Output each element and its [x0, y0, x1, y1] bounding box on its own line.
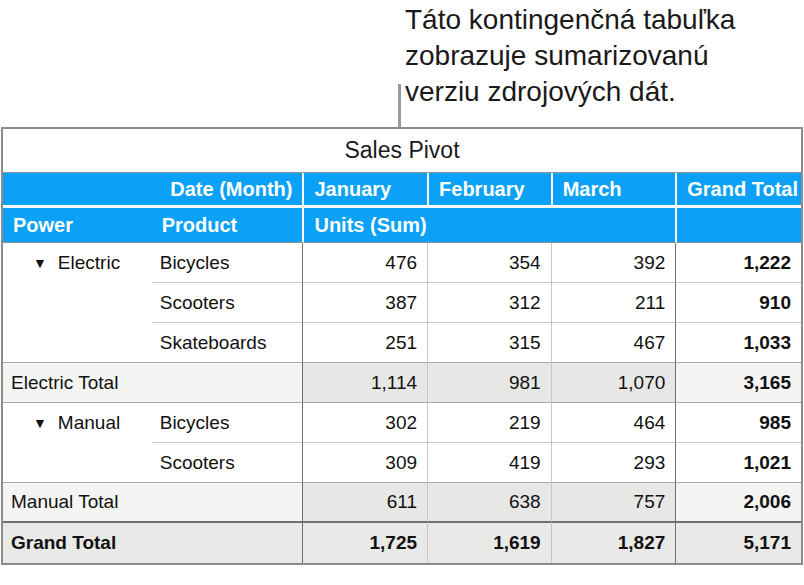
subtotal-february[interactable]: 981 [427, 363, 551, 403]
value-cell-march[interactable]: 211 [551, 283, 676, 323]
value-cell-march[interactable]: 467 [551, 323, 676, 363]
value-cell-january[interactable]: 387 [302, 283, 427, 323]
subtotal-grand-total[interactable]: 2,006 [675, 483, 801, 523]
callout-connector-line [398, 84, 401, 127]
table-row-manual-total: Manual Total 611 638 757 2,006 [3, 483, 801, 523]
disclosure-triangle-manual[interactable]: ▼ [33, 415, 47, 431]
value-cell-march[interactable]: 293 [551, 443, 676, 483]
value-cell-january[interactable]: 309 [302, 443, 427, 483]
subtotal-january[interactable]: 1,114 [302, 363, 427, 403]
product-cell[interactable]: Skateboards [152, 323, 303, 363]
value-cell-january[interactable]: 251 [302, 323, 427, 363]
table-title-row: Sales Pivot [3, 129, 801, 173]
disclosure-triangle-electric[interactable]: ▼ [33, 255, 47, 271]
subtotal-march[interactable]: 757 [551, 483, 676, 523]
screenshot-stage: Táto kontingenčná tabuľka zobrazuje suma… [0, 0, 804, 585]
row-total-cell[interactable]: 1,222 [675, 243, 801, 283]
table-row-electric-bicycles: ▼ Electric Bicycles 476 354 392 1,222 [3, 243, 801, 283]
header-row-months: Date (Month) January February March Gran… [3, 173, 801, 208]
value-cell-february[interactable]: 354 [427, 243, 551, 283]
product-cell[interactable]: Scooters [152, 283, 303, 323]
table-row-electric-total: Electric Total 1,114 981 1,070 3,165 [3, 363, 801, 403]
value-cell-march[interactable]: 392 [551, 243, 676, 283]
row-total-cell[interactable]: 1,021 [675, 443, 801, 483]
header-units-sum[interactable]: Units (Sum) [302, 208, 675, 243]
group-cell-manual[interactable]: ▼ Manual [3, 403, 152, 483]
group-cell-electric[interactable]: ▼ Electric [3, 243, 152, 363]
value-cell-february[interactable]: 312 [427, 283, 551, 323]
grand-total-february[interactable]: 1,619 [427, 523, 551, 563]
header-power[interactable]: Power [3, 208, 152, 243]
value-cell-february[interactable]: 315 [427, 323, 551, 363]
pivot-table: Sales Pivot Date (Month) January Februar… [1, 127, 803, 565]
annotation-line-3: verziu zdrojových dát. [405, 74, 735, 110]
row-total-cell[interactable]: 1,033 [675, 323, 801, 363]
header-march[interactable]: March [551, 173, 676, 208]
group-label-manual: Manual [58, 412, 120, 433]
header-product[interactable]: Product [152, 208, 303, 243]
product-cell[interactable]: Bicycles [152, 403, 303, 443]
subtotal-march[interactable]: 1,070 [551, 363, 676, 403]
table-row-manual-bicycles: ▼ Manual Bicycles 302 219 464 985 [3, 403, 801, 443]
grand-total-march[interactable]: 1,827 [551, 523, 676, 563]
subtotal-label[interactable]: Manual Total [3, 483, 302, 523]
product-cell[interactable]: Bicycles [152, 243, 303, 283]
row-total-cell[interactable]: 910 [675, 283, 801, 323]
table-row-grand-total: Grand Total 1,725 1,619 1,827 5,171 [3, 523, 801, 563]
header-row-fields: Power Product Units (Sum) [3, 208, 801, 243]
subtotal-january[interactable]: 611 [302, 483, 427, 523]
value-cell-january[interactable]: 476 [302, 243, 427, 283]
grand-total-label[interactable]: Grand Total [3, 523, 302, 563]
annotation-text: Táto kontingenčná tabuľka zobrazuje suma… [405, 2, 735, 110]
annotation-line-2: zobrazuje sumarizovanú [405, 38, 735, 74]
grand-total-january[interactable]: 1,725 [302, 523, 427, 563]
value-cell-march[interactable]: 464 [551, 403, 676, 443]
header-february[interactable]: February [427, 173, 551, 208]
value-cell-february[interactable]: 219 [427, 403, 551, 443]
header-january[interactable]: January [302, 173, 427, 208]
value-cell-february[interactable]: 419 [427, 443, 551, 483]
annotation-line-1: Táto kontingenčná tabuľka [405, 2, 735, 38]
header-grand-total-blank[interactable] [675, 208, 801, 243]
header-date-month[interactable]: Date (Month) [3, 173, 302, 208]
product-cell[interactable]: Scooters [152, 443, 303, 483]
table-title[interactable]: Sales Pivot [3, 129, 801, 173]
subtotal-label[interactable]: Electric Total [3, 363, 302, 403]
subtotal-february[interactable]: 638 [427, 483, 551, 523]
header-grand-total[interactable]: Grand Total [675, 173, 801, 208]
grand-total-grand-total[interactable]: 5,171 [675, 523, 801, 563]
subtotal-grand-total[interactable]: 3,165 [675, 363, 801, 403]
value-cell-january[interactable]: 302 [302, 403, 427, 443]
row-total-cell[interactable]: 985 [675, 403, 801, 443]
group-label-electric: Electric [58, 252, 120, 273]
